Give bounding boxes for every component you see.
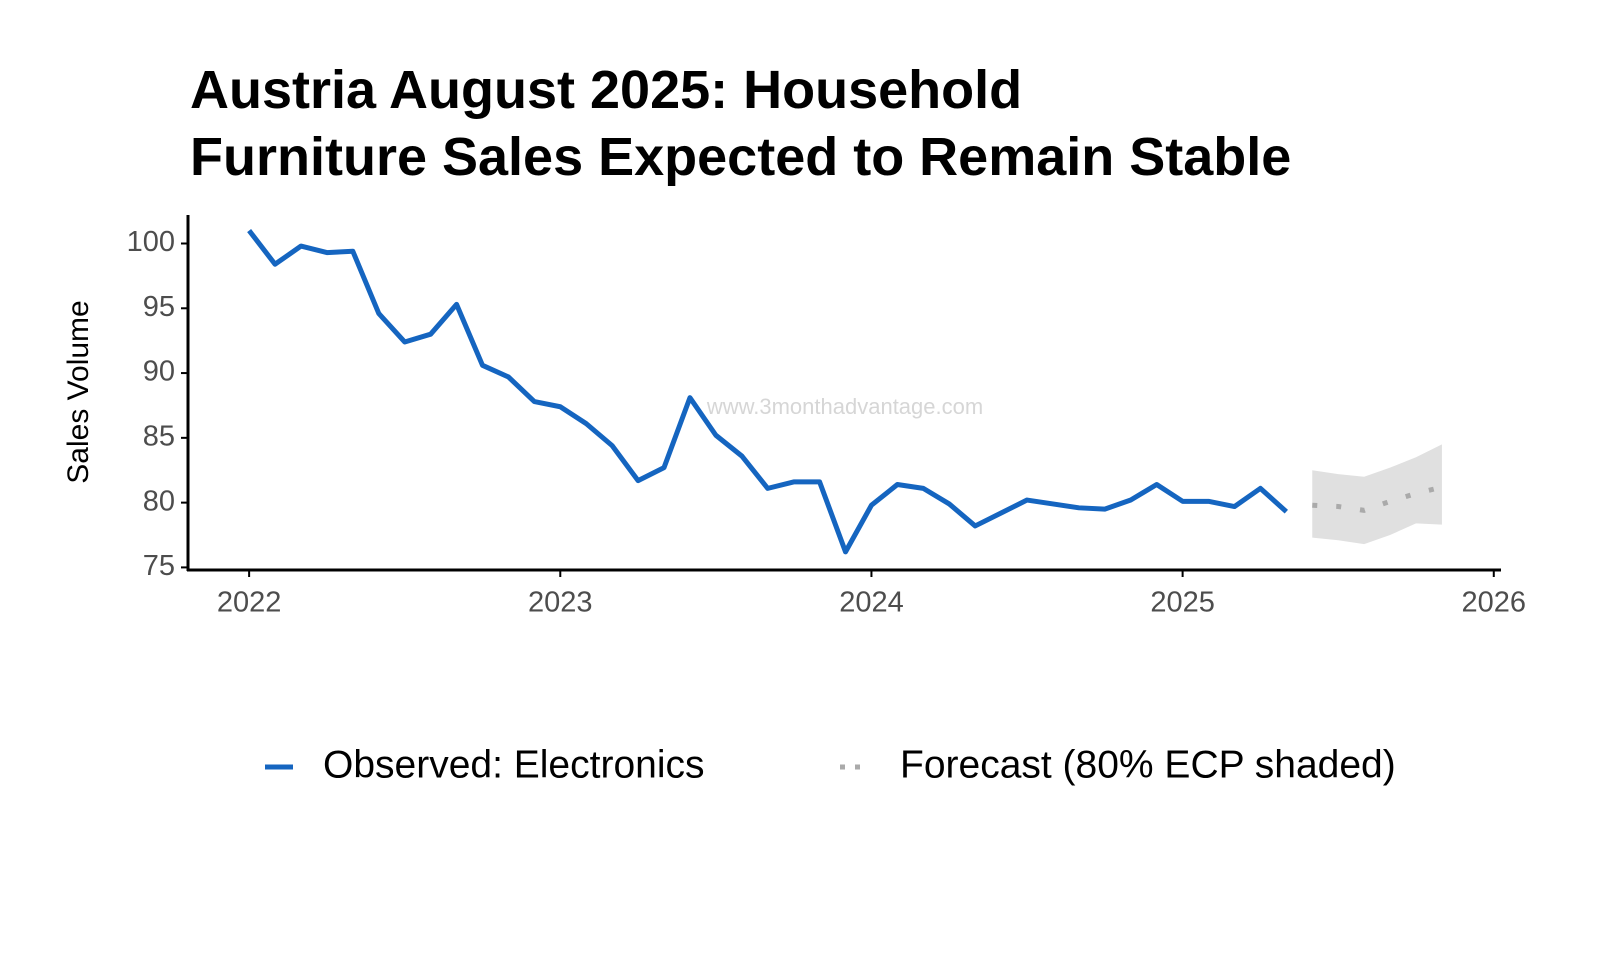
forecast-band (1312, 444, 1442, 545)
y-axis-label: Sales Volume (62, 300, 95, 483)
y-tick-label: 95 (143, 291, 175, 323)
x-tick-label: 2022 (217, 587, 282, 619)
x-tick-label: 2023 (528, 587, 593, 619)
y-tick-label: 90 (143, 356, 175, 388)
y-tick-label: 85 (143, 421, 175, 453)
x-tick-label: 2025 (1150, 587, 1215, 619)
legend-label: Forecast (80% ECP shaded) (900, 743, 1396, 786)
legend-label: Observed: Electronics (323, 743, 705, 786)
y-tick-label: 75 (143, 550, 175, 582)
x-tick-label: 2024 (839, 587, 904, 619)
y-tick-label: 100 (127, 226, 175, 258)
y-tick-label: 80 (143, 485, 175, 517)
watermark: www.3monthadvantage.com (706, 394, 983, 419)
chart-title: Furniture Sales Expected to Remain Stabl… (190, 127, 1291, 187)
x-tick-label: 2026 (1462, 587, 1527, 619)
series-line (247, 229, 1289, 555)
chart-title: Austria August 2025: Household (190, 60, 1022, 120)
